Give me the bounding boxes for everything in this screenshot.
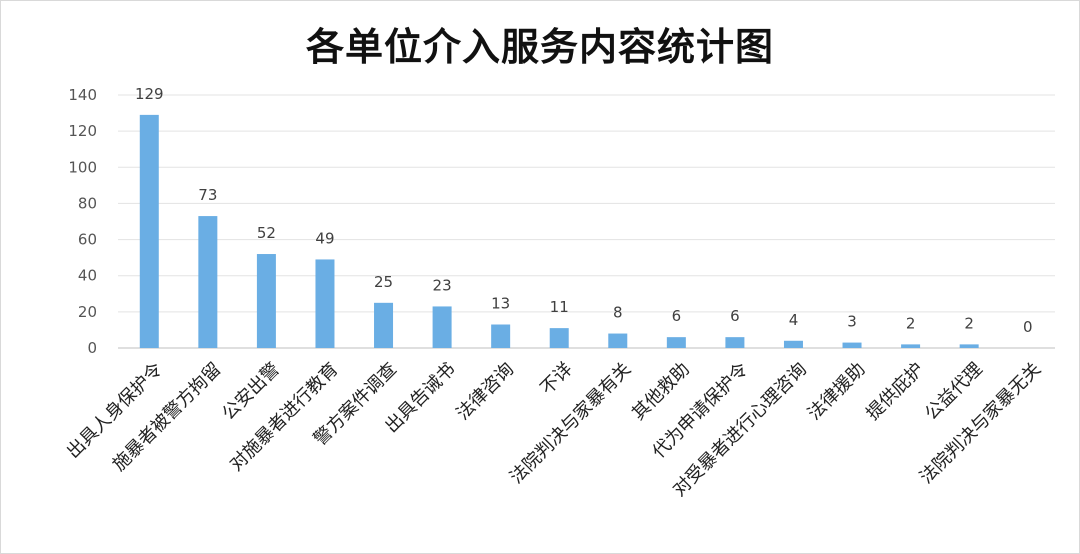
category-label: 不详 — [536, 359, 576, 399]
bar — [783, 340, 803, 348]
bar — [256, 254, 276, 348]
y-tick-label: 40 — [78, 267, 97, 285]
data-label: 8 — [613, 304, 623, 322]
data-label: 129 — [135, 85, 164, 103]
data-labels: 129 73 52 49 25 23 13 11 8 6 6 4 3 2 2 0 — [135, 85, 1033, 336]
bars — [139, 114, 979, 348]
bar — [315, 259, 335, 348]
bar — [491, 324, 511, 348]
bar — [959, 344, 979, 348]
y-axis-ticks: 0 20 40 60 80 100 120 140 — [68, 86, 97, 357]
data-label: 2 — [964, 314, 974, 332]
data-label: 6 — [672, 307, 682, 325]
y-tick-label: 120 — [68, 122, 97, 140]
y-tick-label: 20 — [78, 303, 97, 321]
category-label: 施暴者被警方拘留 — [109, 359, 226, 476]
bar — [901, 344, 921, 348]
bar — [725, 337, 745, 348]
data-label: 52 — [257, 224, 276, 242]
data-label: 2 — [906, 314, 916, 332]
y-tick-label: 140 — [68, 86, 97, 104]
bar — [432, 306, 452, 348]
category-label: 法律援助 — [804, 359, 870, 425]
data-label: 4 — [789, 311, 799, 329]
y-tick-label: 0 — [87, 339, 97, 357]
bar — [139, 114, 159, 348]
bar — [666, 337, 686, 348]
data-label: 49 — [315, 229, 334, 247]
data-label: 3 — [847, 313, 857, 331]
y-tick-label: 60 — [78, 231, 97, 249]
bar — [549, 328, 569, 348]
data-label: 73 — [198, 186, 217, 204]
data-label: 25 — [374, 273, 393, 291]
category-label: 提供庇护 — [862, 359, 928, 425]
data-label: 6 — [730, 307, 740, 325]
category-label: 法律咨询 — [452, 359, 518, 425]
chart-title: 各单位介入服务内容统计图 — [305, 25, 774, 69]
y-tick-label: 80 — [78, 194, 97, 212]
data-label: 11 — [550, 298, 569, 316]
bar — [842, 342, 862, 348]
bar — [374, 302, 394, 348]
bar — [608, 333, 628, 348]
category-labels: 出具人身保护令施暴者被警方拘留公安出警对施暴者进行教育警方案件调查出具告诫书法律… — [63, 359, 1045, 501]
category-label: 对施暴者进行教育 — [226, 359, 343, 476]
data-label: 23 — [433, 276, 452, 294]
bar — [198, 216, 218, 348]
data-label: 0 — [1023, 318, 1033, 336]
data-label: 13 — [491, 295, 510, 313]
y-tick-label: 100 — [68, 158, 97, 176]
